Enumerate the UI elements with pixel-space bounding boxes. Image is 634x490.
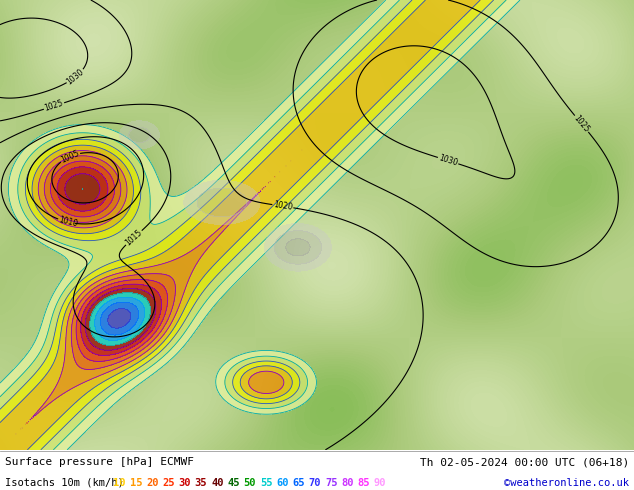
Text: ©weatheronline.co.uk: ©weatheronline.co.uk [504, 478, 629, 488]
Text: 1030: 1030 [437, 153, 458, 168]
Text: 1010: 1010 [58, 216, 79, 229]
Text: Isotachs 10m (km/h): Isotachs 10m (km/h) [5, 478, 130, 488]
Text: 70: 70 [309, 478, 321, 488]
Text: 1015: 1015 [124, 228, 144, 247]
Text: 15: 15 [130, 478, 142, 488]
Text: 1020: 1020 [273, 200, 293, 212]
Text: 1030: 1030 [65, 67, 86, 86]
Text: 1005: 1005 [59, 148, 81, 165]
Text: 90: 90 [373, 478, 386, 488]
Text: 60: 60 [276, 478, 288, 488]
Text: 20: 20 [146, 478, 158, 488]
Text: 1025: 1025 [572, 114, 591, 134]
Text: 55: 55 [260, 478, 273, 488]
Text: 80: 80 [341, 478, 354, 488]
Text: 65: 65 [292, 478, 305, 488]
Text: 75: 75 [325, 478, 337, 488]
Text: 10: 10 [113, 478, 126, 488]
Text: 35: 35 [195, 478, 207, 488]
Text: 1025: 1025 [44, 99, 65, 113]
Text: 40: 40 [211, 478, 224, 488]
Text: 85: 85 [358, 478, 370, 488]
Text: 25: 25 [162, 478, 175, 488]
Text: Th 02-05-2024 00:00 UTC (06+18): Th 02-05-2024 00:00 UTC (06+18) [420, 457, 629, 467]
Text: 30: 30 [179, 478, 191, 488]
Text: 50: 50 [243, 478, 256, 488]
Text: 45: 45 [228, 478, 240, 488]
Text: Surface pressure [hPa] ECMWF: Surface pressure [hPa] ECMWF [5, 457, 194, 467]
